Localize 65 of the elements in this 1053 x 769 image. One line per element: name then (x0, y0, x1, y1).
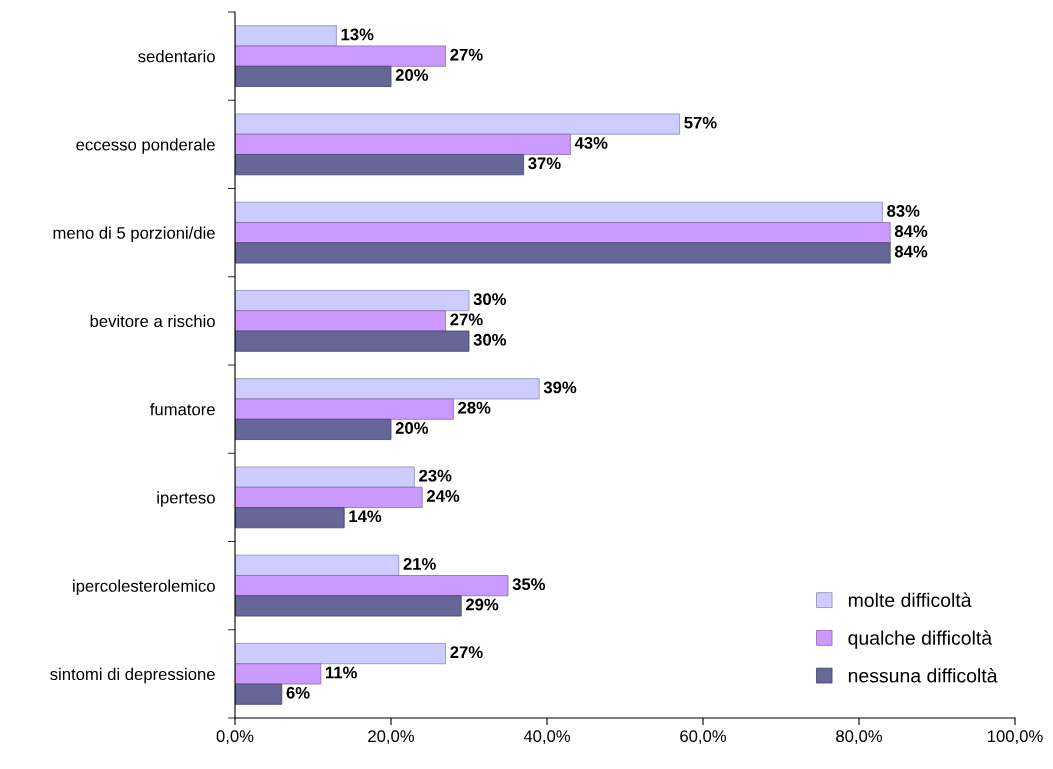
bar (235, 154, 525, 176)
data-label: 27% (450, 48, 483, 61)
bar (235, 663, 322, 685)
x-tick-label: 100,0% (988, 730, 1043, 745)
data-label: 39% (543, 381, 577, 394)
data-label: 84% (894, 225, 928, 238)
bar (235, 683, 283, 705)
y-tick-label: sintomi di depressione (50, 667, 215, 684)
data-label: 27% (450, 646, 483, 659)
bar (235, 242, 891, 264)
bar (235, 290, 470, 312)
data-label: 27% (450, 313, 483, 326)
data-label: 20% (395, 69, 429, 81)
bar (235, 330, 470, 352)
data-label: 21% (403, 558, 436, 570)
data-label: 13% (341, 28, 374, 41)
bar (235, 575, 509, 597)
y-tick-label: eccesso ponderale (76, 138, 215, 154)
bar (235, 554, 400, 576)
bar (235, 378, 540, 400)
data-label: 28% (458, 401, 491, 414)
bar (235, 466, 415, 488)
bar (235, 65, 392, 87)
data-label: 37% (528, 157, 561, 170)
bar (235, 25, 337, 47)
data-label: 20% (395, 422, 429, 434)
bar (235, 201, 883, 223)
legend-label: qualche difficoltà (848, 630, 993, 649)
bar (235, 486, 423, 508)
bar (235, 418, 392, 440)
bar (235, 507, 345, 529)
legend-label: molte difficoltà (848, 592, 972, 608)
bar (235, 45, 447, 67)
bar (235, 222, 891, 244)
bar (235, 643, 447, 665)
y-tick-label: ipercolesterolemico (73, 579, 215, 596)
legend-label: nessuna difficoltà (848, 668, 998, 683)
data-label: 83% (887, 205, 920, 217)
data-label: 11% (326, 666, 357, 679)
data-label: 35% (512, 578, 546, 591)
y-tick-label: sedentario (138, 50, 215, 63)
x-tick-label: 80,0% (836, 730, 883, 745)
x-tick-label: 40,0% (523, 730, 571, 745)
x-tick-label: 20,0% (368, 730, 415, 745)
y-tick-label: iperteso (157, 491, 215, 507)
x-tick-label: 60,0% (680, 730, 727, 745)
data-label: 84% (894, 245, 928, 258)
data-label: 6% (286, 686, 310, 699)
y-tick-label: fumatore (150, 403, 215, 416)
data-label: 57% (684, 116, 717, 129)
x-tick-label: 0,0% (216, 730, 254, 745)
bar (235, 113, 681, 135)
data-label: 30% (473, 293, 507, 306)
y-tick-label: bevitore a rischio (90, 314, 215, 328)
data-label: 43% (574, 137, 608, 149)
data-label: 29% (465, 598, 499, 611)
data-label: 23% (419, 469, 452, 482)
data-label: 30% (473, 333, 507, 346)
bar (235, 310, 447, 332)
bar (235, 133, 571, 155)
bar (235, 595, 462, 617)
y-tick-label: meno di 5 porzioni/die (53, 226, 215, 243)
data-label: 24% (426, 490, 460, 502)
bar (235, 398, 454, 420)
data-label: 14% (349, 510, 382, 523)
